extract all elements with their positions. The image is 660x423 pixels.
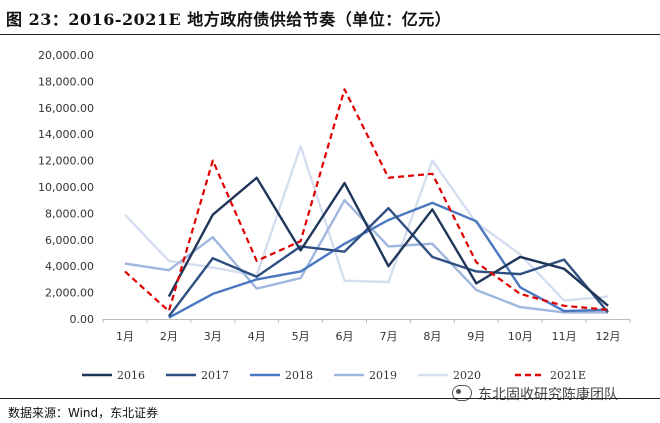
x-tick-label: 10月	[508, 330, 533, 343]
plot-area	[124, 88, 609, 319]
y-tick-label: 14,000.00	[38, 128, 94, 141]
series-line-2016	[167, 176, 609, 307]
y-tick-label: 16,000.00	[38, 102, 94, 115]
wechat-icon	[452, 385, 472, 401]
x-axis: 1月 2月 3月 4月 5月 6月 7月 8月 9月 10月 11月 12月	[102, 319, 631, 343]
y-tick-label: 2,000.00	[45, 287, 94, 300]
series-line-2021E	[124, 88, 609, 313]
legend-label-2017: 2017	[201, 369, 229, 382]
legend-label-2020: 2020	[453, 369, 481, 382]
y-tick-label: 6,000.00	[45, 234, 94, 247]
series-line-2017	[167, 206, 609, 318]
chart-title: 图 23：2016-2021E 地方政府债供给节奏（单位：亿元）	[6, 10, 452, 29]
y-tick-label: 0.00	[70, 313, 95, 326]
x-tick-label: 12月	[596, 330, 621, 343]
x-tick-label: 5月	[292, 330, 310, 343]
x-tick-label: 2月	[160, 330, 178, 343]
y-tick-label: 20,000.00	[38, 49, 94, 62]
x-tick-label: 4月	[248, 330, 266, 343]
x-tick-label: 6月	[336, 330, 354, 343]
data-source: 数据来源：Wind，东北证券	[8, 406, 159, 420]
y-tick-label: 10,000.00	[38, 181, 94, 194]
x-tick-label: 9月	[467, 330, 485, 343]
x-tick-label: 11月	[552, 330, 577, 343]
legend-label-2018: 2018	[285, 369, 313, 382]
x-tick-label: 8月	[423, 330, 441, 343]
top-rule	[0, 34, 660, 35]
watermark-text: 东北固收研究陈康团队	[478, 387, 618, 403]
legend-label-2021E: 2021E	[550, 369, 586, 382]
y-tick-label: 12,000.00	[38, 155, 94, 168]
bottom-rule	[0, 398, 660, 399]
watermark: 东北固收研究陈康团队	[452, 384, 618, 404]
legend: 2016 2017 2018 2019 2020 2021E	[82, 369, 586, 382]
y-tick-label: 8,000.00	[45, 207, 94, 220]
y-tick-label: 18,000.00	[38, 75, 94, 88]
x-tick-label: 3月	[204, 330, 222, 343]
y-axis: 0.00 2,000.00 4,000.00 6,000.00 8,000.00 10,0…	[38, 49, 94, 326]
legend-label-2016: 2016	[117, 369, 145, 382]
legend-label-2019: 2019	[369, 369, 397, 382]
x-tick-label: 7月	[379, 330, 397, 343]
series-line-2018	[168, 201, 609, 319]
y-tick-label: 4,000.00	[45, 260, 94, 273]
x-tick-label: 1月	[116, 330, 134, 343]
